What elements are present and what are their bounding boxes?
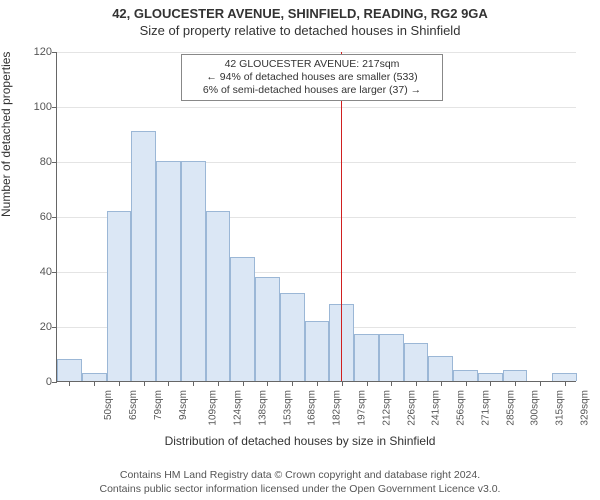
x-tick-label: 285sqm bbox=[505, 390, 516, 426]
x-tick-label: 271sqm bbox=[480, 390, 491, 426]
histogram-bar bbox=[503, 370, 528, 381]
x-tick-mark bbox=[515, 381, 516, 386]
histogram-bar bbox=[404, 343, 429, 382]
x-tick-mark bbox=[144, 381, 145, 386]
chart-subtitle: Size of property relative to detached ho… bbox=[0, 21, 600, 42]
y-tick-label: 60 bbox=[12, 211, 52, 223]
x-tick-label: 300sqm bbox=[530, 390, 541, 426]
x-tick-mark bbox=[168, 381, 169, 386]
histogram-bar bbox=[453, 370, 478, 381]
chart-area: Number of detached properties 42 GLOUCES… bbox=[0, 42, 600, 437]
x-axis-label: Distribution of detached houses by size … bbox=[0, 434, 600, 448]
x-tick-mark bbox=[540, 381, 541, 386]
histogram-bar bbox=[230, 257, 255, 381]
x-tick-label: 124sqm bbox=[233, 390, 244, 426]
x-tick-mark bbox=[565, 381, 566, 386]
histogram-bar bbox=[107, 211, 132, 382]
y-tick-label: 40 bbox=[12, 266, 52, 278]
x-tick-label: 226sqm bbox=[406, 390, 417, 426]
attribution-footer: Contains HM Land Registry data © Crown c… bbox=[0, 468, 600, 496]
x-tick-mark bbox=[243, 381, 244, 386]
x-tick-label: 138sqm bbox=[258, 390, 269, 426]
y-tick-mark bbox=[52, 52, 57, 53]
annotation-line-2: ← 94% of detached houses are smaller (53… bbox=[188, 71, 436, 84]
histogram-bar bbox=[181, 161, 206, 381]
x-tick-label: 50sqm bbox=[103, 390, 114, 420]
x-tick-mark bbox=[416, 381, 417, 386]
histogram-bar bbox=[379, 334, 404, 381]
address-line: 42, GLOUCESTER AVENUE, SHINFIELD, READIN… bbox=[0, 0, 600, 21]
x-tick-label: 153sqm bbox=[282, 390, 293, 426]
x-tick-label: 241sqm bbox=[431, 390, 442, 426]
footer-line-1: Contains HM Land Registry data © Crown c… bbox=[0, 468, 600, 482]
x-tick-label: 182sqm bbox=[332, 390, 343, 426]
y-tick-label: 0 bbox=[12, 376, 52, 388]
x-tick-mark bbox=[441, 381, 442, 386]
y-tick-mark bbox=[52, 217, 57, 218]
x-tick-label: 65sqm bbox=[128, 390, 139, 420]
histogram-bar bbox=[354, 334, 379, 381]
y-tick-label: 120 bbox=[12, 46, 52, 58]
y-tick-mark bbox=[52, 272, 57, 273]
x-tick-mark bbox=[267, 381, 268, 386]
histogram-bar bbox=[255, 277, 280, 382]
x-tick-label: 212sqm bbox=[381, 390, 392, 426]
histogram-bar bbox=[57, 359, 82, 381]
y-tick-label: 80 bbox=[12, 156, 52, 168]
x-tick-label: 94sqm bbox=[178, 390, 189, 420]
x-tick-mark bbox=[342, 381, 343, 386]
y-tick-label: 20 bbox=[12, 321, 52, 333]
histogram-bar bbox=[206, 211, 231, 382]
histogram-bar bbox=[131, 131, 156, 381]
histogram-bar bbox=[478, 373, 503, 381]
x-tick-mark bbox=[367, 381, 368, 386]
x-tick-label: 315sqm bbox=[555, 390, 566, 426]
x-tick-label: 79sqm bbox=[153, 390, 164, 420]
histogram-bar bbox=[428, 356, 453, 381]
x-tick-mark bbox=[292, 381, 293, 386]
x-tick-label: 168sqm bbox=[307, 390, 318, 426]
x-tick-mark bbox=[119, 381, 120, 386]
histogram-bar bbox=[552, 373, 577, 381]
y-tick-label: 100 bbox=[12, 101, 52, 113]
y-tick-mark bbox=[52, 107, 57, 108]
x-tick-label: 109sqm bbox=[208, 390, 219, 426]
histogram-bar bbox=[82, 373, 107, 381]
x-tick-mark bbox=[317, 381, 318, 386]
x-tick-mark bbox=[94, 381, 95, 386]
y-tick-mark bbox=[52, 327, 57, 328]
x-tick-label: 329sqm bbox=[579, 390, 590, 426]
y-tick-mark bbox=[52, 382, 57, 383]
x-tick-label: 256sqm bbox=[456, 390, 467, 426]
plot-region: 42 GLOUCESTER AVENUE: 217sqm ← 94% of de… bbox=[56, 52, 576, 382]
x-tick-mark bbox=[218, 381, 219, 386]
annotation-line-1: 42 GLOUCESTER AVENUE: 217sqm bbox=[188, 58, 436, 71]
y-axis-label: Number of detached properties bbox=[0, 52, 13, 217]
x-tick-mark bbox=[466, 381, 467, 386]
x-tick-mark bbox=[193, 381, 194, 386]
x-tick-mark bbox=[391, 381, 392, 386]
annotation-line-3: 6% of semi-detached houses are larger (3… bbox=[188, 84, 436, 97]
x-tick-mark bbox=[69, 381, 70, 386]
histogram-bar bbox=[305, 321, 330, 382]
y-tick-mark bbox=[52, 162, 57, 163]
annotation-box: 42 GLOUCESTER AVENUE: 217sqm ← 94% of de… bbox=[181, 54, 443, 101]
histogram-bar bbox=[156, 161, 181, 381]
histogram-bar bbox=[280, 293, 305, 381]
x-tick-label: 197sqm bbox=[357, 390, 368, 426]
x-tick-mark bbox=[490, 381, 491, 386]
footer-line-2: Contains public sector information licen… bbox=[0, 482, 600, 496]
